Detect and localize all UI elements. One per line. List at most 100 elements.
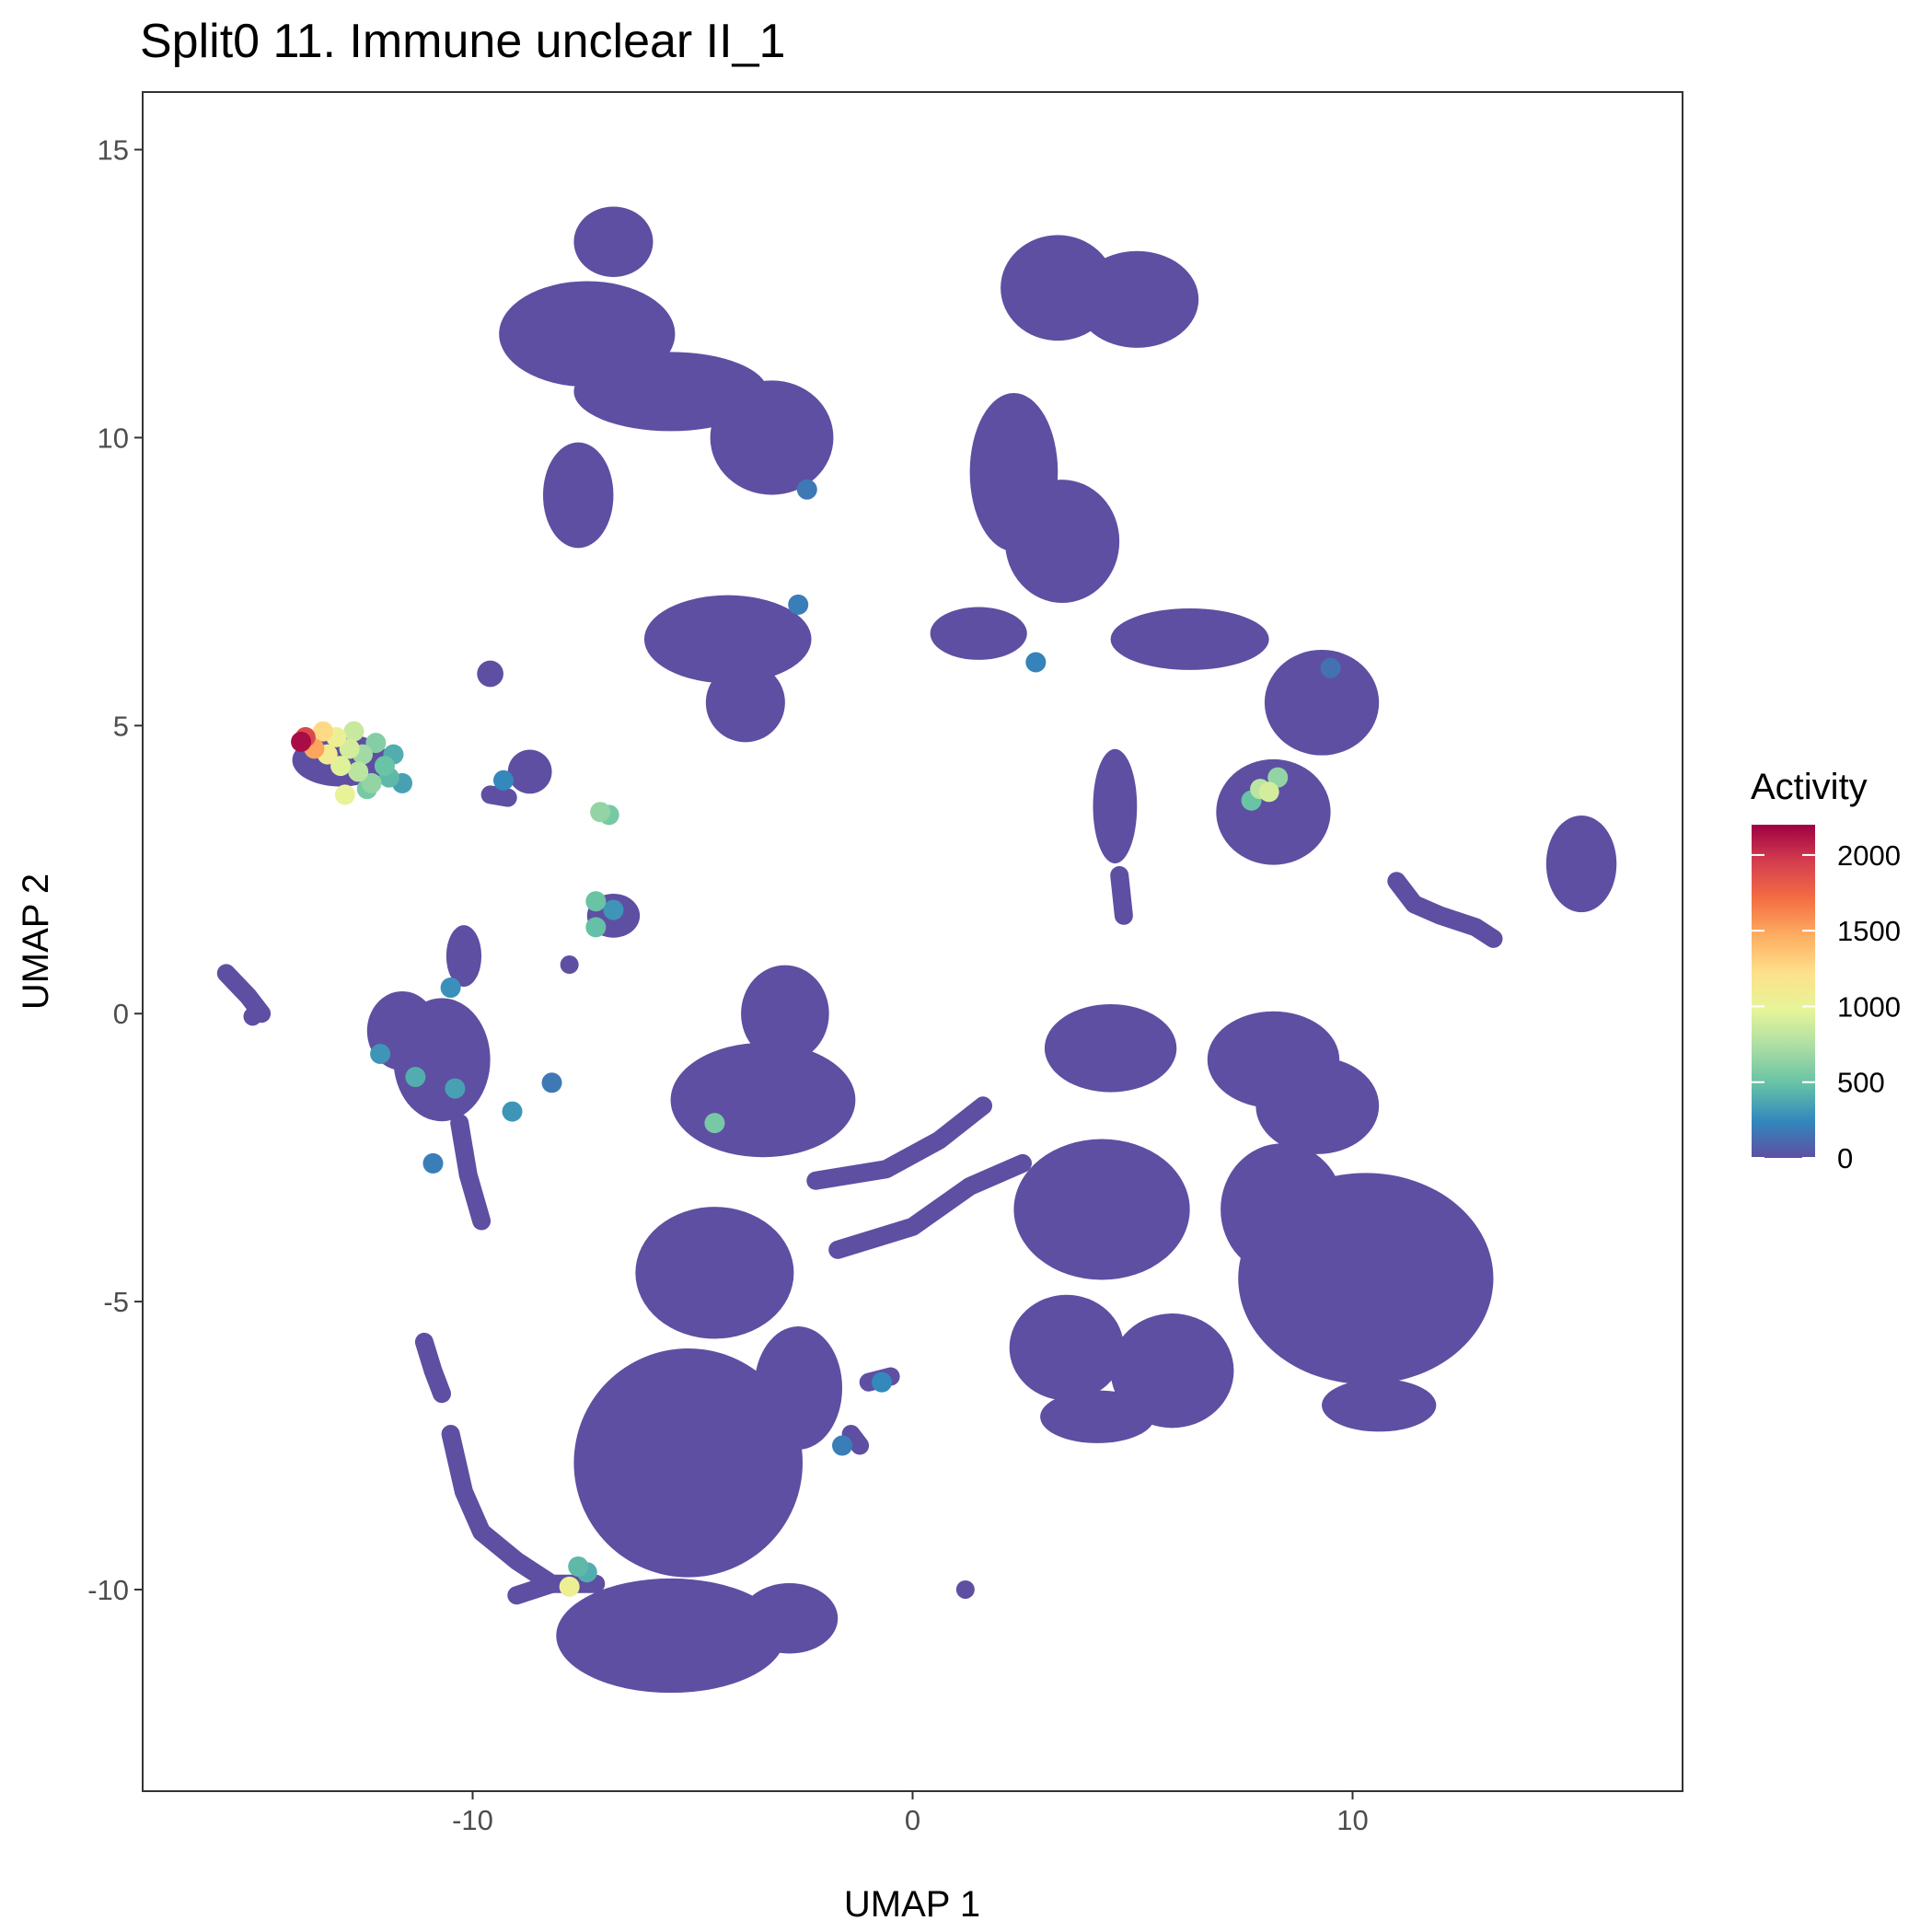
cell-cluster <box>1221 1143 1344 1276</box>
point-layer <box>291 479 1341 1597</box>
scatter-point <box>788 594 809 615</box>
scatter-point <box>365 733 387 754</box>
cell-cluster <box>1110 1313 1234 1429</box>
cell-cluster <box>477 660 503 688</box>
scatter-point <box>1025 652 1047 673</box>
y-axis: -10 -5 0 5 10 15 <box>87 134 143 1606</box>
cell-cluster <box>1075 250 1199 348</box>
cell-cluster <box>741 965 829 1062</box>
scatter-point <box>585 917 607 938</box>
cell-cluster <box>705 663 785 743</box>
x-axis: -10 0 10 <box>452 1791 1369 1836</box>
x-tick-label: -10 <box>452 1804 493 1836</box>
scatter-point <box>872 1371 893 1393</box>
y-tick-label: -10 <box>87 1574 129 1606</box>
cell-cluster <box>741 1583 839 1654</box>
scatter-point <box>560 955 579 975</box>
cluster-layer <box>292 206 1617 1694</box>
legend-colorbar <box>1752 825 1815 1158</box>
cell-strand <box>1110 866 1133 925</box>
cell-cluster <box>643 595 812 684</box>
scatter-point <box>1258 781 1279 803</box>
scatter-point <box>603 899 624 920</box>
y-axis-title: UMAP 2 <box>16 873 56 1010</box>
scatter-point <box>445 1078 466 1099</box>
y-tick-label: 10 <box>98 422 129 454</box>
legend-tick-label: 500 <box>1837 1067 1885 1099</box>
legend-tick-label: 1500 <box>1837 915 1901 947</box>
y-tick-label: 5 <box>113 710 129 742</box>
plot-panel-background <box>143 92 1683 1791</box>
scatter-point <box>370 1044 391 1065</box>
scatter-point <box>422 1152 444 1174</box>
scatter-point <box>585 891 607 912</box>
cell-cluster <box>573 1348 803 1578</box>
scatter-point <box>1320 657 1341 678</box>
scatter-point <box>559 1576 580 1597</box>
cell-cluster <box>1093 748 1138 864</box>
cell-cluster <box>1322 1379 1437 1432</box>
scatter-point <box>343 721 364 742</box>
x-axis-title: UMAP 1 <box>844 1884 980 1925</box>
cell-cluster <box>556 1578 785 1694</box>
cell-strand <box>806 1096 992 1190</box>
scatter-point <box>704 1113 725 1134</box>
scatter-point <box>339 738 360 759</box>
cell-cluster <box>1040 1390 1155 1443</box>
cell-cluster <box>1044 1003 1177 1093</box>
cell-strand <box>216 964 272 1024</box>
scatter-point <box>312 721 333 742</box>
cell-cluster <box>1545 815 1617 913</box>
scatter-point <box>330 756 352 777</box>
scatter-point <box>361 772 382 793</box>
scatter-point <box>796 479 817 500</box>
cell-strand <box>507 1574 561 1605</box>
scatter-point <box>291 731 312 752</box>
legend: Activity 0 500 1000 1500 2000 <box>1751 767 1901 1174</box>
cell-strand <box>828 1153 1032 1259</box>
cell-cluster <box>1110 608 1269 670</box>
legend-tick-label: 2000 <box>1837 839 1901 872</box>
y-tick-label: 15 <box>98 134 129 167</box>
legend-tick-label: 0 <box>1837 1142 1853 1174</box>
scatter-point <box>568 1556 589 1577</box>
scatter-point <box>492 769 514 791</box>
strand-layer <box>216 785 1503 1605</box>
scatter-point <box>502 1101 523 1122</box>
cell-strand <box>841 1425 870 1455</box>
cell-cluster <box>1009 1294 1124 1401</box>
cell-cluster <box>1004 480 1120 604</box>
cell-strand <box>450 1114 492 1231</box>
cell-strand <box>480 785 517 807</box>
scatter-point <box>243 1007 262 1026</box>
legend-title: Activity <box>1751 767 1868 807</box>
cell-cluster <box>507 749 552 794</box>
y-tick-label: 0 <box>113 998 129 1030</box>
scatter-point <box>334 784 355 805</box>
cell-strand <box>414 1332 451 1404</box>
legend-tick-label: 1000 <box>1837 990 1901 1023</box>
scatter-point <box>955 1579 975 1599</box>
scatter-point <box>405 1067 426 1088</box>
cell-cluster <box>1013 1139 1190 1280</box>
scatter-point <box>541 1072 562 1093</box>
cell-cluster <box>754 1326 843 1450</box>
cell-cluster <box>1264 649 1380 756</box>
outlier-layer <box>243 955 975 1599</box>
cell-strand <box>1387 872 1503 948</box>
cell-cluster <box>573 206 654 277</box>
scatter-point <box>590 802 611 823</box>
legend-ticks: 0 500 1000 1500 2000 <box>1752 839 1901 1174</box>
x-tick-label: 10 <box>1336 1804 1368 1836</box>
cell-cluster <box>670 1042 856 1158</box>
cell-cluster <box>445 925 482 988</box>
cell-cluster <box>930 607 1027 660</box>
cell-cluster <box>635 1207 794 1339</box>
cell-cluster <box>393 998 491 1122</box>
scatter-point <box>440 978 461 999</box>
x-tick-label: 0 <box>905 1804 920 1836</box>
scatter-point <box>832 1435 853 1456</box>
cell-cluster <box>542 442 614 549</box>
scatter-point <box>348 761 369 782</box>
